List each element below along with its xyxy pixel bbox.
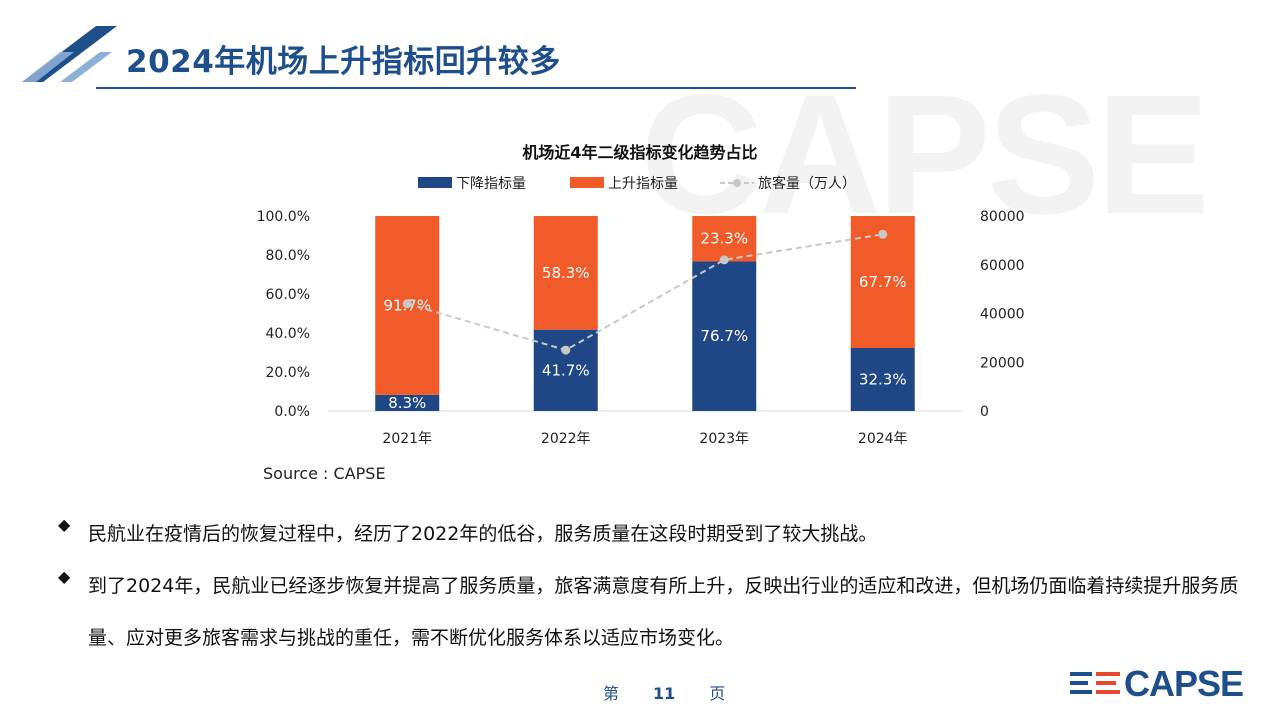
capse-logo: CAPSE [1068,664,1248,704]
legend-swatch [418,177,452,188]
page-number: 第 11 页 [603,680,725,704]
logo-text: CAPSE [1124,663,1244,704]
passenger-line [402,229,888,355]
x-tick-label: 2022年 [541,431,591,447]
passenger-line-path [406,233,883,352]
x-tick-label: 2024年 [858,431,908,447]
trend-chart: 机场近4年二级指标变化趋势占比 下降指标量 上升指标量 旅客量（万人） 0.0% 20… [257,143,1025,447]
data-label-down: 32.3% [859,371,907,389]
data-label-up: 58.3% [542,264,590,282]
page-suffix: 页 [709,684,726,703]
diamond-bullet-icon: ◆ [58,515,71,534]
bar-down [692,261,757,411]
passenger-point [561,345,571,355]
x-tick-label: 2023年 [699,431,749,447]
y-right-tick-label: 60000 [980,258,1025,274]
y-right-tick-label: 0 [980,404,989,420]
y-left-tick-label: 20.0% [266,365,310,381]
passenger-point [402,299,412,309]
y-right-tick-label: 80000 [980,209,1025,225]
x-tick-label: 2021年 [382,431,432,447]
bar-down [850,348,915,411]
diamond-bullet-icon: ◆ [58,567,71,586]
header-stripe-decoration [22,26,117,82]
page-prefix: 第 [603,684,620,703]
y-right-tick-label: 20000 [980,355,1025,371]
passenger-point [878,229,888,239]
bar-up [533,216,598,330]
bullet-item: ◆ 到了2024年，民航业已经逐步恢复并提高了服务质量，旅客满意度有所上升，反映… [58,560,1258,664]
title-underline [96,87,856,89]
data-label-up: 67.7% [859,273,907,291]
page-number-value: 11 [653,684,676,703]
legend-swatch-point [733,179,741,187]
y-left-tick-label: 100.0% [257,209,310,225]
chart-title: 机场近4年二级指标变化趋势占比 [522,143,757,162]
page-title: 2024年机场上升指标回升较多 [126,44,561,80]
y-right-tick-label: 40000 [980,307,1025,323]
y-left-tick-label: 40.0% [266,326,310,342]
legend-label: 上升指标量 [608,176,678,192]
bullet-text: 到了2024年，民航业已经逐步恢复并提高了服务质量，旅客满意度有所上升，反映出行… [88,575,1239,649]
y-left-tick-label: 80.0% [266,248,310,264]
data-label-down: 41.7% [542,361,590,379]
bullet-text: 民航业在疫情后的恢复过程中，经历了2022年的低谷，服务质量在这段时期受到了较大… [88,523,878,545]
data-label-down: 8.3% [388,394,426,412]
legend-label: 旅客量（万人） [758,175,856,192]
legend-swatch [570,177,604,188]
logo-lines-icon [1070,672,1120,694]
bar-down [375,394,440,411]
data-label-up: 23.3% [700,230,748,248]
bar-up [692,216,757,262]
chart-legend: 下降指标量 上升指标量 旅客量（万人） [418,175,856,192]
legend-label: 下降指标量 [456,176,526,192]
bullet-item: ◆ 民航业在疫情后的恢复过程中，经历了2022年的低谷，服务质量在这段时期受到了… [58,508,1258,560]
data-label-down: 76.7% [700,327,748,345]
y-left-tick-label: 60.0% [266,287,310,303]
chart-source: Source : CAPSE [263,464,386,483]
y-left-tick-label: 0.0% [274,404,310,420]
passenger-point [719,255,729,265]
chart-bars: 8.3%91.7%41.7%58.3%76.7%23.3%32.3%67.7% [375,216,915,412]
capse-watermark: CAPSE [640,60,1210,250]
bullet-list: ◆ 民航业在疫情后的恢复过程中，经历了2022年的低谷，服务质量在这段时期受到了… [58,508,1258,664]
